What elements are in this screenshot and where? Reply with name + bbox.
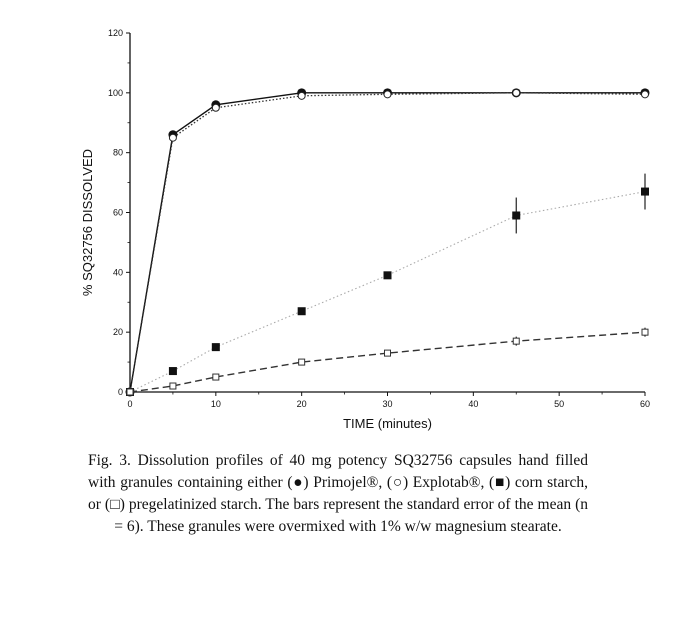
dissolution-chart: 0 10 20 30 40 50 60 0 20 40 60 80 100 120 TIME (minut… (80, 28, 650, 431)
x-tick-label: 30 (382, 399, 392, 409)
data-point (641, 328, 649, 336)
data-point (211, 343, 220, 352)
data-point (641, 187, 649, 196)
y-tick-label: 120 (108, 28, 123, 38)
data-point (169, 382, 177, 390)
chart-series (125, 88, 650, 397)
x-tick-label: 20 (297, 399, 307, 409)
x-tick-label: 0 (127, 399, 132, 409)
data-point (641, 90, 649, 99)
data-point (126, 388, 134, 396)
data-point (512, 211, 521, 220)
figure-caption: Fig. 3. Dissolution profiles of 40 mg po… (88, 450, 588, 538)
series-filled-square (126, 173, 649, 396)
data-point (212, 373, 220, 381)
data-point (298, 358, 306, 366)
data-point (383, 271, 392, 280)
x-tick-label: 40 (468, 399, 478, 409)
data-point (384, 349, 391, 357)
series-line (129, 331, 646, 393)
y-axis-title: % SQ32756 DISSOLVED (80, 149, 95, 296)
y-tick-label: 60 (113, 208, 123, 218)
series-line (129, 92, 646, 393)
data-point (512, 88, 521, 97)
data-point (297, 91, 306, 100)
x-tick-label: 10 (211, 399, 221, 409)
series-line (129, 92, 645, 393)
series-open-square (126, 327, 649, 396)
y-tick-label: 100 (108, 88, 123, 98)
caption-text: Fig. 3. Dissolution profiles of 40 mg po… (88, 452, 588, 535)
data-point (297, 307, 306, 316)
y-tick-label: 80 (113, 148, 123, 158)
y-tick-label: 40 (113, 267, 123, 277)
y-tick-label: 20 (113, 327, 123, 337)
data-point (168, 367, 177, 376)
series-open-circle (126, 88, 649, 396)
data-point (168, 133, 177, 142)
x-axis-title: TIME (minutes) (343, 416, 432, 431)
series-line (129, 191, 646, 393)
x-tick-label: 50 (554, 399, 564, 409)
data-point (512, 337, 520, 345)
chart-axes: 0 10 20 30 40 50 60 0 20 40 60 80 100 120 (108, 28, 650, 409)
data-point (211, 103, 220, 112)
x-tick-label: 60 (640, 399, 650, 409)
y-tick-label: 0 (118, 387, 123, 397)
data-point (383, 90, 392, 99)
